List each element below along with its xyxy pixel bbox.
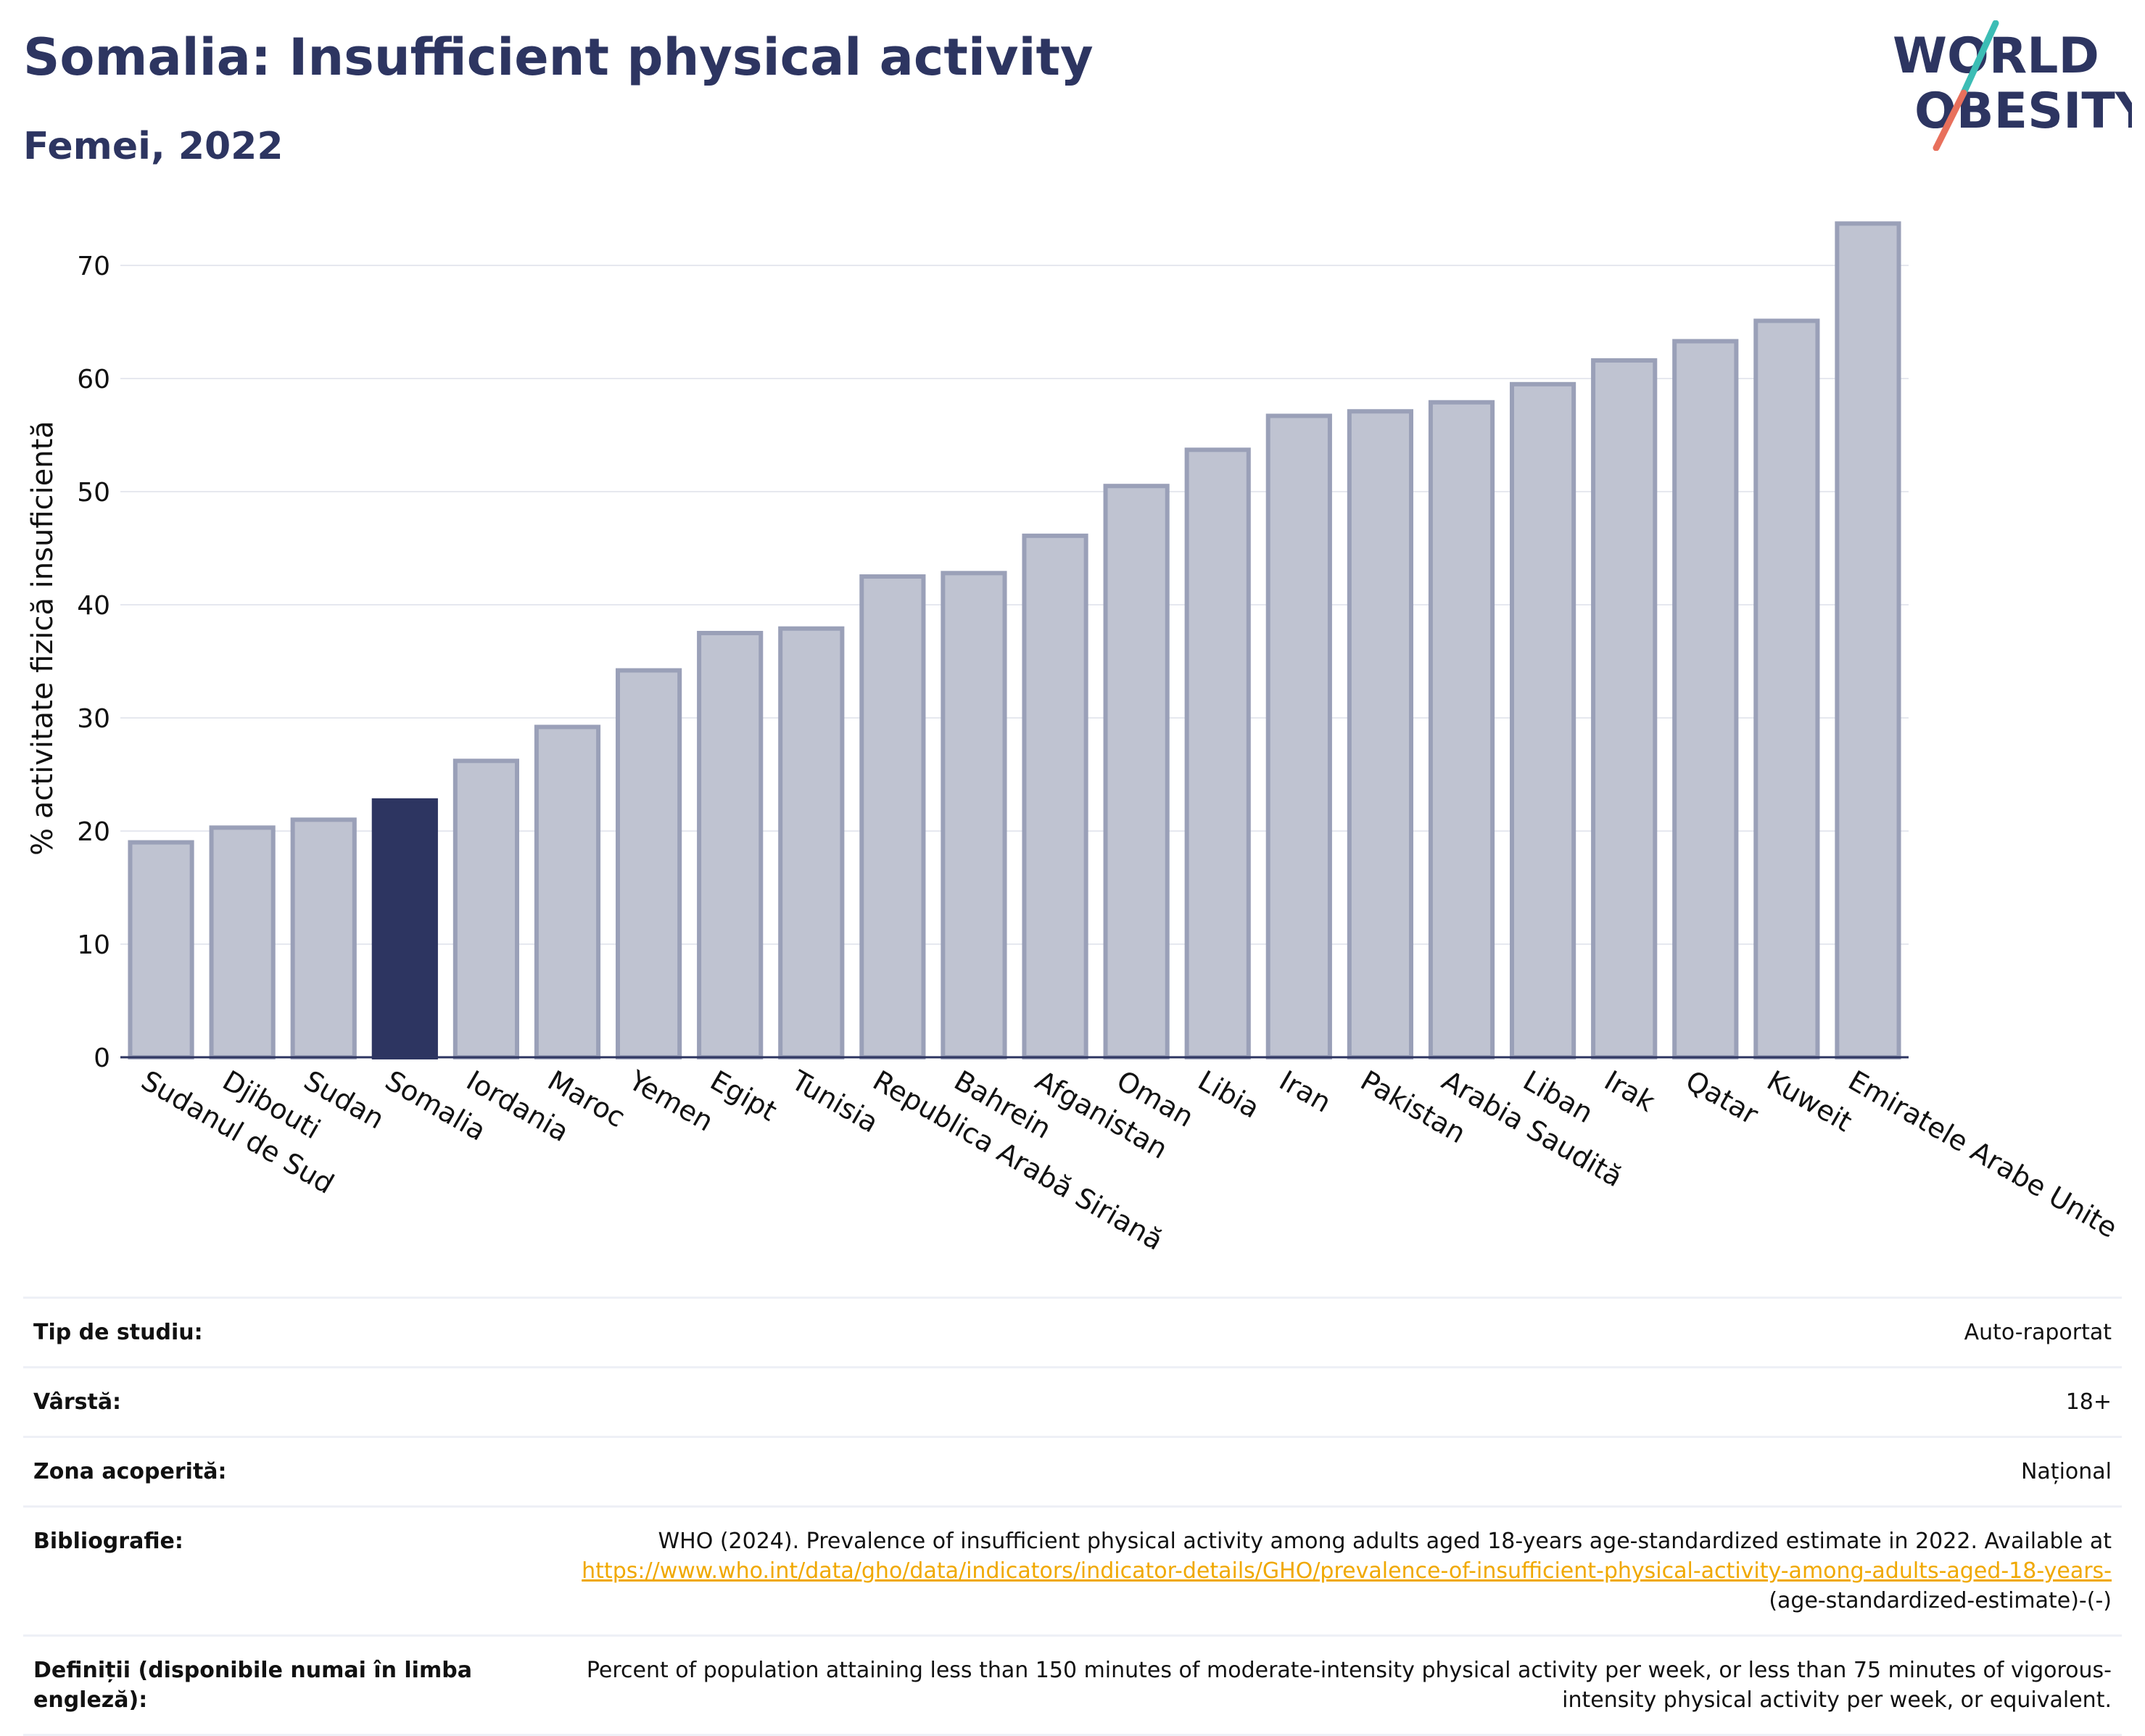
x-tick-label: Qatar	[1680, 1065, 1764, 1131]
x-tick-label: Emiratele Arabe Unite	[1843, 1065, 2123, 1244]
x-tick-label: Iran	[1274, 1065, 1336, 1119]
bibliography-text: WHO (2024). Prevalence of insufficient p…	[658, 1529, 2112, 1554]
logo-word-2: OBESITY	[1914, 83, 2132, 140]
coverage-value: Național	[2020, 1459, 2112, 1484]
definitions-value: Percent of population attaining less tha…	[586, 1658, 2112, 1713]
bar	[1672, 339, 1739, 1059]
x-tick-label: Kuweit	[1761, 1065, 1857, 1138]
study-type-label: Tip de studiu:	[33, 1320, 203, 1345]
bar	[1022, 533, 1088, 1059]
logo-word-1: WORLD	[1893, 28, 2099, 85]
y-tick-label: 20	[77, 817, 110, 847]
bar	[1509, 381, 1576, 1059]
bar	[1835, 221, 1901, 1059]
bibliography-link[interactable]: https://www.who.int/data/gho/data/indica…	[582, 1558, 2112, 1584]
bar	[615, 668, 682, 1059]
bar	[209, 825, 276, 1059]
bar	[290, 817, 357, 1060]
bar	[452, 759, 520, 1060]
y-axis-label: % activitate fizică insuficientă	[26, 421, 59, 856]
x-tick-label: Egipt	[705, 1065, 782, 1128]
bar	[1753, 318, 1820, 1059]
x-tick-label: Libia	[1193, 1065, 1265, 1125]
bar	[128, 840, 194, 1059]
y-tick-label: 40	[77, 591, 110, 621]
bar	[1347, 409, 1414, 1059]
logo-slash-teal	[1960, 20, 1999, 96]
bar-highlighted	[371, 798, 438, 1059]
y-tick-label: 50	[77, 478, 110, 508]
bibliography-suffix: (age-standardized-estimate)-(-)	[1769, 1588, 2112, 1613]
chart-subtitle: Femei, 2022	[23, 125, 284, 168]
bar	[1265, 413, 1332, 1059]
logo-slash-coral	[1933, 89, 1967, 151]
bar-chart: 0 10 20 30 40 50 60 70 Sudanul de SudDjiboutiSu…	[26, 221, 2123, 1257]
bar	[1184, 447, 1251, 1059]
chart-title: Somalia: Insufficient physical activity	[23, 28, 1094, 87]
world-obesity-logo: WORLD OBESITY	[1893, 20, 2132, 151]
y-tick-label: 70	[77, 252, 110, 281]
bar	[941, 571, 1007, 1059]
y-tick-label: 0	[94, 1043, 110, 1073]
age-label: Vârstă:	[33, 1389, 122, 1415]
definitions-label: Definiții (disponibile numai în limba en…	[33, 1658, 472, 1713]
bar	[778, 626, 845, 1059]
x-tick-label: Irak	[1599, 1065, 1660, 1118]
x-tick-labels: Sudanul de SudDjiboutiSudanSomaliaIordan…	[136, 1064, 2123, 1256]
y-tick-label: 60	[77, 365, 110, 394]
y-tick-label: 10	[77, 930, 110, 960]
bar	[534, 724, 601, 1059]
info-table: Tip de studiu: Auto-raportat Vârstă: 18+…	[23, 1297, 2122, 1736]
info-row-age: Vârstă: 18+	[23, 1368, 2122, 1438]
y-tick-label: 30	[77, 704, 110, 734]
bar	[697, 631, 764, 1059]
study-type-value: Auto-raportat	[1964, 1320, 2112, 1345]
age-value: 18+	[2065, 1389, 2112, 1415]
x-tick-label: Yemen	[623, 1064, 719, 1138]
bar	[859, 574, 926, 1059]
bar	[1103, 484, 1170, 1059]
y-tick-labels: 0 10 20 30 40 50 60 70	[77, 252, 110, 1073]
bar	[1591, 358, 1658, 1060]
info-row-coverage: Zona acoperită: Național	[23, 1438, 2122, 1508]
bibliography-label: Bibliografie:	[33, 1529, 183, 1554]
bibliography-value: WHO (2024). Prevalence of insufficient p…	[497, 1526, 2112, 1616]
info-row-definitions: Definiții (disponibile numai în limba en…	[23, 1637, 2122, 1736]
info-row-study-type: Tip de studiu: Auto-raportat	[23, 1299, 2122, 1368]
x-tick-label: Tunisia	[785, 1064, 883, 1139]
bars	[128, 221, 1901, 1060]
info-row-bibliography: Bibliografie: WHO (2024). Prevalence of …	[23, 1508, 2122, 1637]
coverage-label: Zona acoperită:	[33, 1459, 227, 1484]
bar	[1428, 400, 1495, 1059]
